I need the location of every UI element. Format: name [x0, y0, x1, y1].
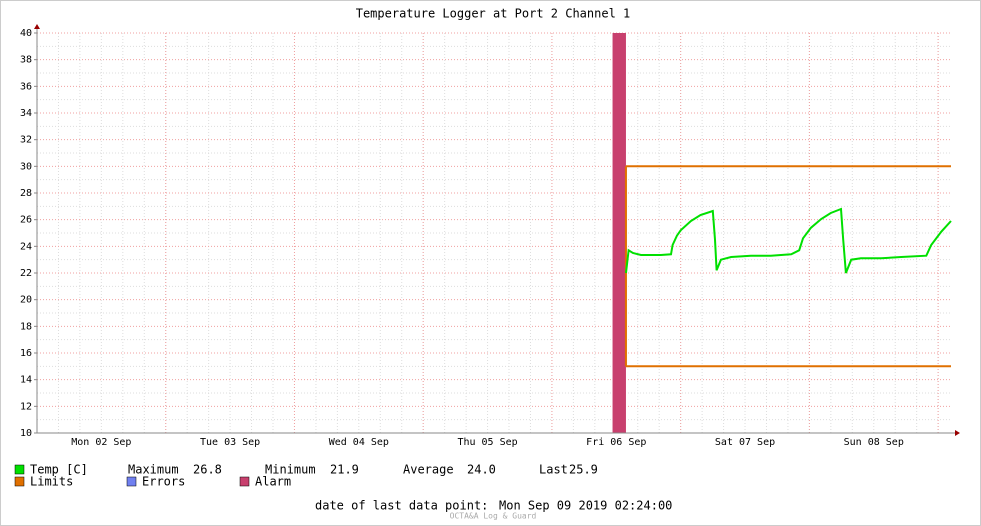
- x-tick-label: Sat 07 Sep: [715, 437, 775, 448]
- x-tick-label: Mon 02 Sep: [71, 437, 131, 448]
- legend-label: Errors: [142, 475, 185, 489]
- chart-title: Temperature Logger at Port 2 Channel 1: [356, 7, 631, 21]
- y-tick-label: 14: [20, 375, 32, 386]
- y-tick-label: 28: [20, 188, 32, 199]
- y-tick-label: 22: [20, 268, 32, 279]
- y-tick-label: 38: [20, 55, 32, 66]
- stat-label: Last: [539, 463, 568, 477]
- legend-swatch: [126, 476, 137, 487]
- legend-swatch: [14, 464, 25, 475]
- y-tick-label: 24: [20, 241, 32, 252]
- y-tick-label: 18: [20, 321, 32, 332]
- x-tick-label: Tue 03 Sep: [200, 437, 260, 448]
- legend-label: Temp [C]: [30, 463, 88, 477]
- x-tick-label: Thu 05 Sep: [457, 437, 517, 448]
- y-tick-label: 10: [20, 428, 32, 439]
- y-tick-label: 26: [20, 215, 32, 226]
- alarm-band: [612, 33, 626, 433]
- y-tick-label: 32: [20, 135, 32, 146]
- x-axis-arrow: [955, 430, 960, 436]
- y-tick-label: 34: [20, 108, 32, 119]
- y-tick-label: 30: [20, 161, 32, 172]
- x-tick-label: Sun 08 Sep: [844, 437, 904, 448]
- stat-value: 21.9: [330, 463, 359, 477]
- y-tick-label: 12: [20, 401, 32, 412]
- y-tick-label: 20: [20, 295, 32, 306]
- data-line: [625, 207, 952, 274]
- x-tick-label: Wed 04 Sep: [329, 437, 389, 448]
- legend: Temp [C] Maximum 26.8 Minimum 21.9 Avera…: [14, 463, 672, 521]
- plot: 10 12 14 16 18 20 22 24 26 28 30 32 34 36 38 40 Mon 02 S…: [20, 24, 960, 448]
- legend-label: Alarm: [255, 475, 291, 489]
- stat-label: Average: [403, 463, 454, 477]
- footer-label: date of last data point:: [315, 499, 488, 513]
- y-axis-arrow: [34, 24, 40, 29]
- stat-value: 26.8: [193, 463, 222, 477]
- y-tick-label: 40: [20, 28, 32, 39]
- legend-swatch: [239, 476, 250, 487]
- watermark: OCTA&A Log & Guard: [450, 512, 537, 521]
- footer-date: Mon Sep 09 2019 02:24:00: [499, 499, 672, 513]
- stat-label: Maximum: [128, 463, 179, 477]
- y-tick-label: 16: [20, 348, 32, 359]
- stat-label: Minimum: [265, 463, 316, 477]
- stat-value: 24.0: [467, 463, 496, 477]
- stat-value: 25.9: [569, 463, 598, 477]
- legend-label: Limits: [30, 475, 73, 489]
- y-tick-label: 36: [20, 81, 32, 92]
- x-tick-label: Fri 06 Sep: [586, 437, 646, 448]
- legend-swatch: [14, 476, 25, 487]
